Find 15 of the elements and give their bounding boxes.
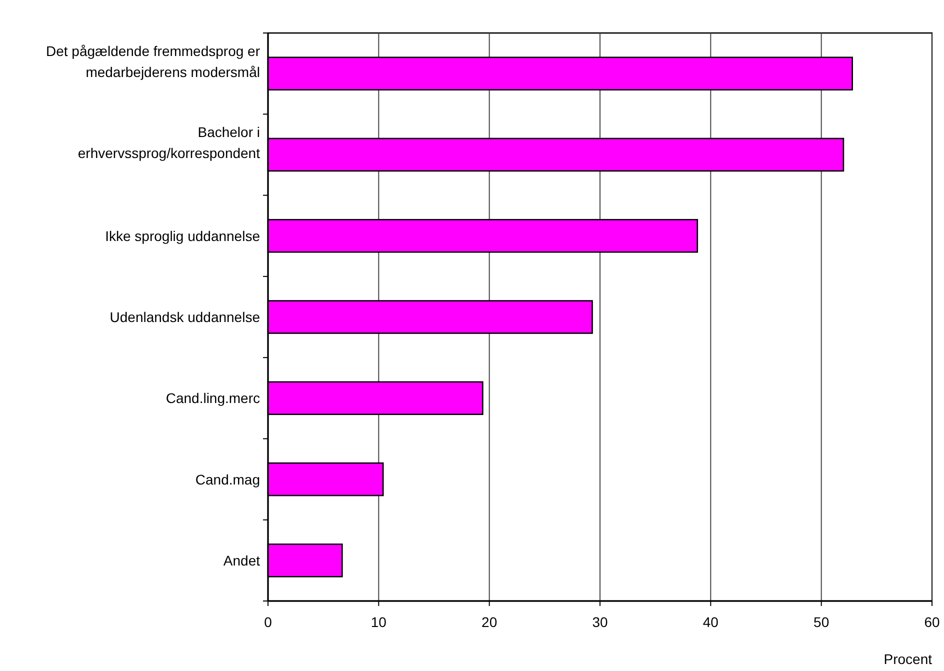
y-tick-label: Bachelor i erhvervssprog/korrespondent bbox=[78, 124, 260, 162]
x-axis-title: Procent bbox=[884, 651, 932, 667]
y-tick-label: Cand.ling.merc bbox=[166, 390, 260, 406]
y-tick-label: Cand.mag bbox=[195, 471, 260, 488]
x-tick-label: 60 bbox=[924, 614, 940, 630]
x-tick-label: 40 bbox=[702, 614, 719, 630]
x-tick-label: 10 bbox=[370, 614, 387, 630]
x-tick-label: 30 bbox=[592, 614, 608, 630]
x-tick-label: 0 bbox=[264, 614, 272, 630]
x-tick-label: 50 bbox=[814, 614, 830, 630]
y-tick-label: Andet bbox=[223, 552, 260, 568]
y-tick-label: Udenlandsk uddannelse bbox=[110, 309, 260, 325]
y-tick-label: Ikke sproglig uddannelse bbox=[105, 228, 260, 244]
x-tick-label: 20 bbox=[482, 614, 498, 630]
y-tick-label: Det pågældende fremmedsprog er medarbejderens modersmål bbox=[46, 43, 260, 80]
